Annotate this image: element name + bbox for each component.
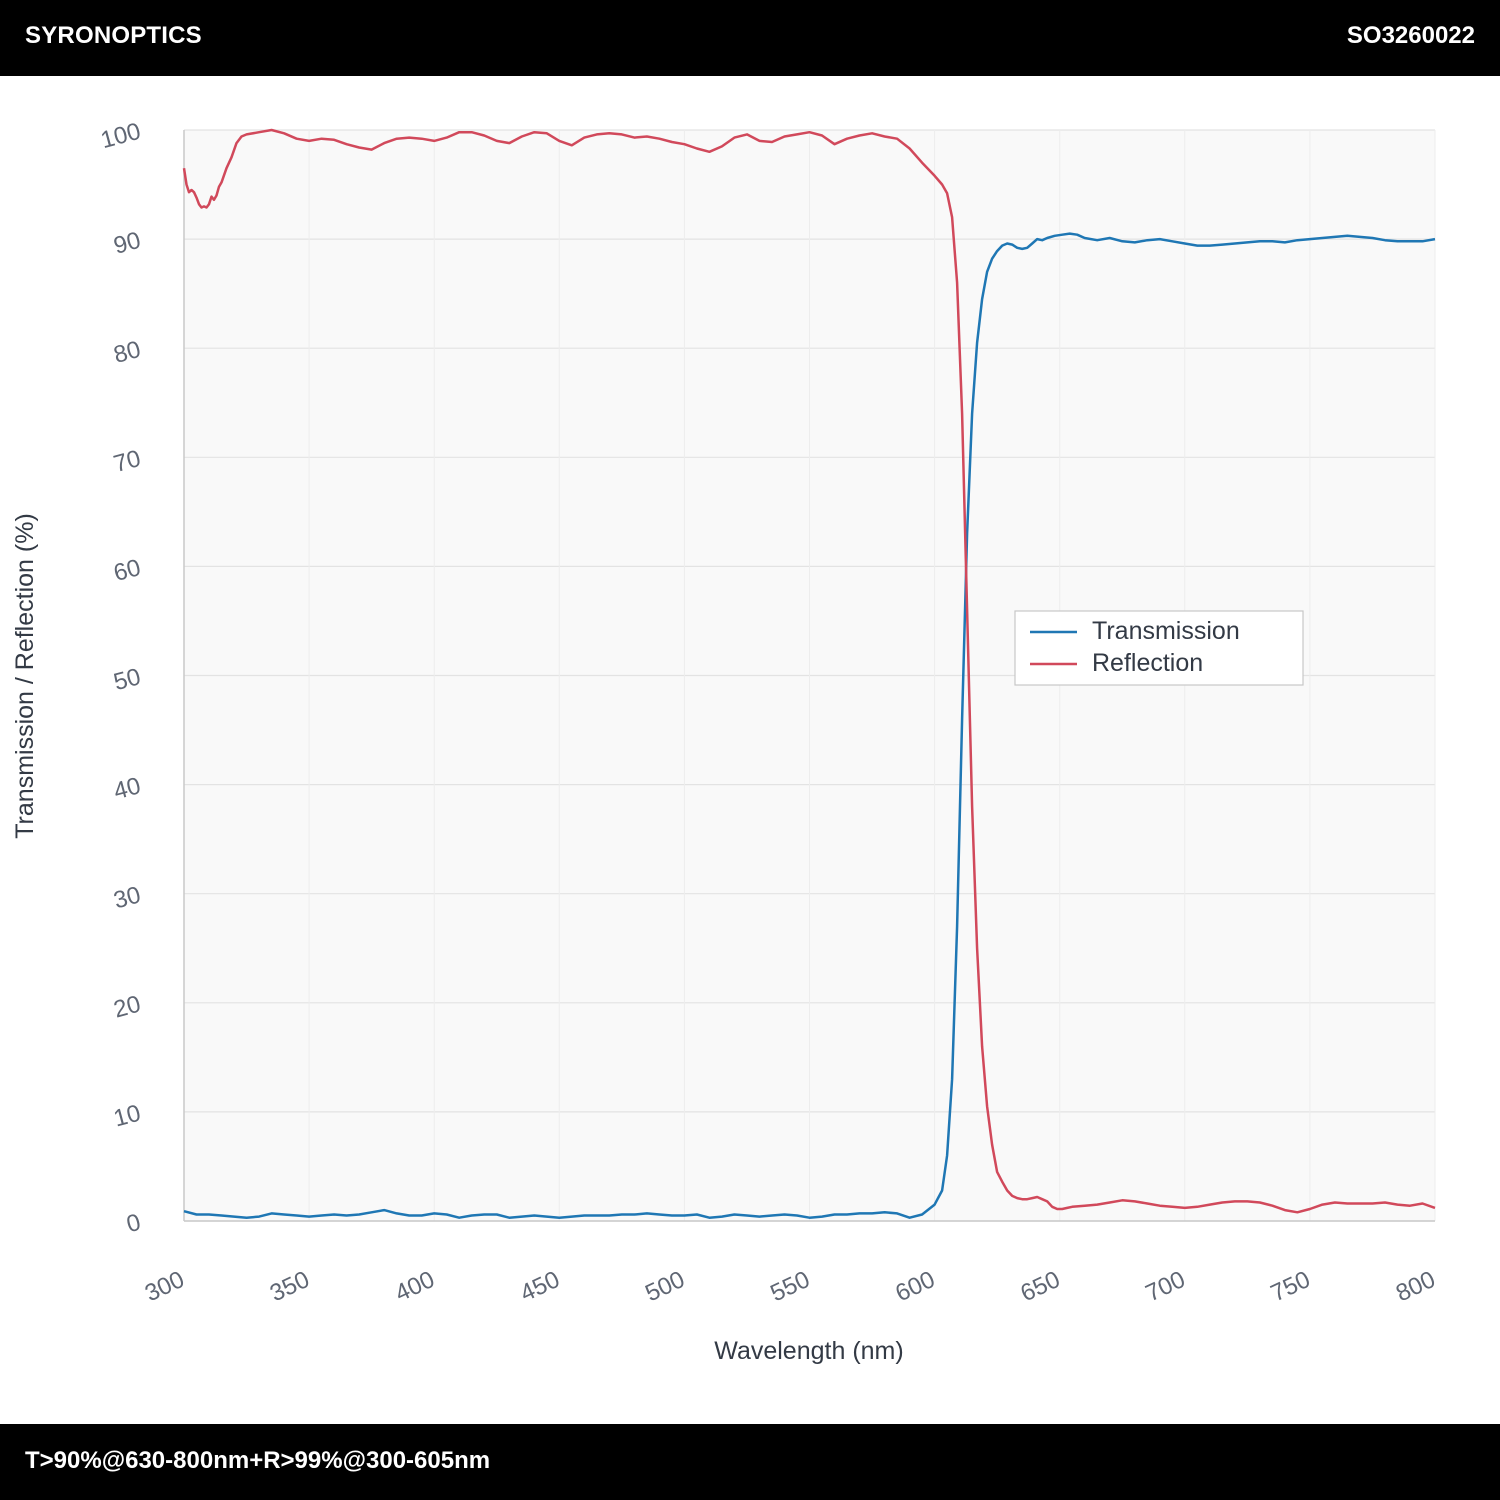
y-tick-label: 50 [111, 663, 144, 696]
x-tick-labels: 300 350 400 450 500 550 600 650 700 750 800 [141, 1266, 1440, 1307]
x-tick-label: 600 [891, 1266, 939, 1307]
x-tick-label: 750 [1267, 1266, 1315, 1307]
y-tick-label: 90 [111, 227, 144, 260]
x-tick-label: 350 [266, 1266, 314, 1307]
x-tick-label: 450 [516, 1266, 564, 1307]
x-tick-label: 700 [1142, 1266, 1190, 1307]
x-tick-label: 400 [391, 1266, 439, 1307]
y-tick-label: 30 [111, 881, 144, 914]
y-tick-label: 10 [111, 1100, 144, 1133]
y-tick-label: 40 [111, 772, 144, 805]
y-tick-label: 60 [111, 554, 144, 587]
x-tick-label: 500 [641, 1266, 689, 1307]
y-tick-label: 70 [111, 445, 144, 478]
y-tick-labels: 0 10 20 30 40 50 60 70 80 90 100 [98, 118, 144, 1239]
series-line-transmission [183, 232, 1436, 1219]
y-tick-label: 20 [111, 991, 144, 1024]
footer-bar: T>90%@630-800nm+R>99%@300-605nm [0, 1424, 1500, 1500]
part-number: SO3260022 [1346, 22, 1475, 49]
legend-label-transmission: Transmission [1092, 617, 1240, 645]
series-line-reflection [182, 128, 1436, 1214]
x-tick-label: 650 [1017, 1266, 1065, 1307]
spec-text: T>90%@630-800nm+R>99%@300-605nm [25, 1447, 491, 1474]
y-axis-title: Transmission / Reflection (%) [11, 513, 39, 839]
y-tick-label: 100 [98, 118, 144, 154]
data-series [182, 128, 1436, 1219]
x-tick-label: 800 [1392, 1266, 1440, 1307]
y-tick-label: 80 [111, 336, 144, 369]
x-tick-label: 300 [141, 1266, 189, 1307]
brand-name: SYRONOPTICS [25, 22, 202, 49]
y-tick-label: 0 [124, 1209, 144, 1239]
legend-box [1014, 610, 1304, 686]
legend: Transmission Reflection [1014, 610, 1304, 686]
legend-label-reflection: Reflection [1092, 649, 1203, 677]
header-bar: SYRONOPTICS SO3260022 [0, 0, 1500, 76]
x-tick-label: 550 [766, 1266, 814, 1307]
x-axis-title: Wavelength (nm) [714, 1337, 903, 1365]
